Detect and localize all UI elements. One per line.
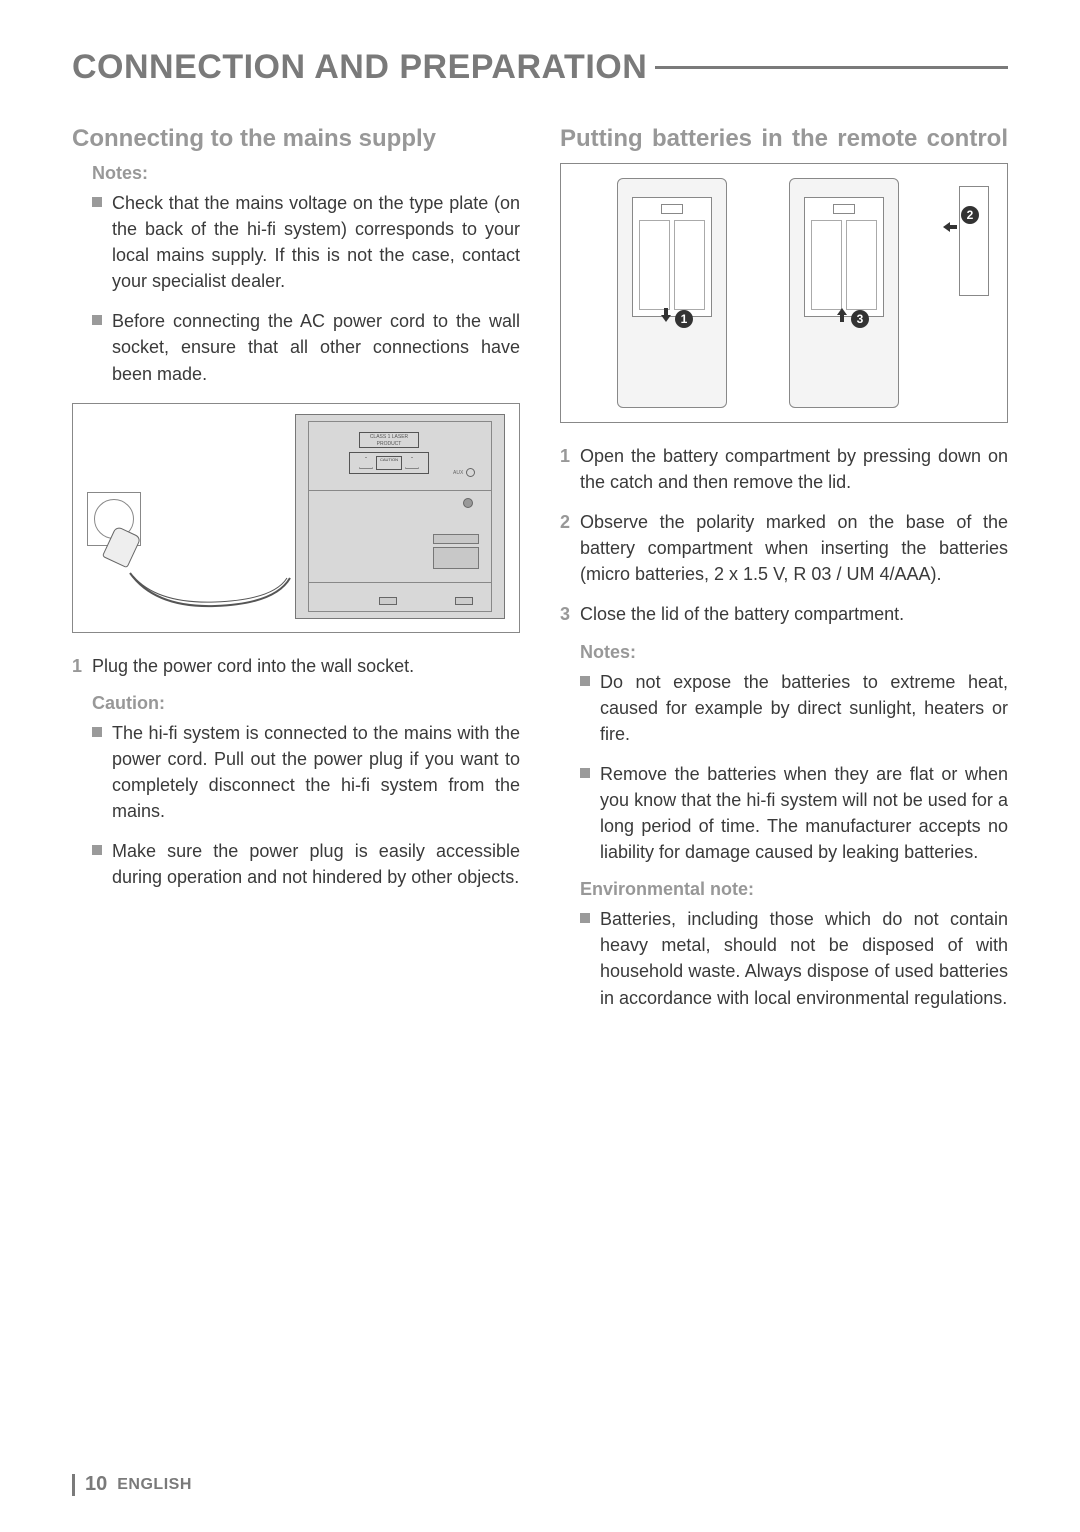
arrow-down-icon [661,308,671,322]
battery-lid-icon [959,186,989,296]
list-item: Make sure the power plug is easily acces… [92,838,520,890]
remote-insert-icon [789,178,899,408]
left-heading: Connecting to the mains supply [72,125,520,153]
list-item: 1 Open the battery compartment by pressin… [560,443,1008,495]
right-notes-list: Do not expose the batteries to extreme h… [580,669,1008,866]
step-text: Observe the polarity marked on the base … [580,512,1008,584]
callout-2: 2 [961,206,979,224]
list-item: The hi-fi system is connected to the mai… [92,720,520,824]
connector-panel-icon [433,534,479,578]
caution-label: Caution: [92,693,520,714]
env-label: Environmental note: [580,879,1008,900]
right-steps: 1 Open the battery compartment by pressin… [560,443,1008,628]
remote-open-icon [617,178,727,408]
step-text: Open the battery compartment by pressing… [580,446,1008,492]
screw-hole-icon [463,498,473,508]
arrow-left-icon [943,222,957,232]
right-column: Putting batteries in the remote control … [560,125,1008,1025]
step-text: Close the lid of the battery compartment… [580,604,904,624]
list-item: Before connecting the AC power cord to t… [92,308,520,386]
list-item: 3 Close the lid of the battery compartmen… [560,601,1008,627]
main-title-text: CONNECTION AND PREPARATION [72,48,647,87]
footer-bar-icon [72,1474,75,1496]
step-number: 1 [72,653,82,679]
left-column: Connecting to the mains supply Notes: Ch… [72,125,520,1025]
list-item: Check that the mains voltage on the type… [92,190,520,294]
env-list: Batteries, including those which do not … [580,906,1008,1010]
columns: Connecting to the mains supply Notes: Ch… [72,125,1008,1025]
callout-3: 3 [851,310,869,328]
figure-power-connection: CLASS 1 LASER PRODUCT CAUTION AUX [72,403,520,633]
list-item: Batteries, including those which do not … [580,906,1008,1010]
list-item: Do not expose the batteries to extreme h… [580,669,1008,747]
aux-jack-icon: AUX [453,468,483,478]
list-item: Remove the batteries when they are flat … [580,761,1008,865]
arrow-up-icon [837,308,847,322]
step-number: 1 [560,443,570,469]
step-number: 3 [560,601,570,627]
left-steps: 1 Plug the power cord into the wall socke… [72,653,520,679]
list-item: 2 Observe the polarity marked on the base… [560,509,1008,587]
caution-label-box: CAUTION [349,452,429,474]
page-footer: 10 ENGLISH [72,1473,192,1496]
list-item: 1 Plug the power cord into the wall socke… [72,653,520,679]
page-number: 10 [85,1473,107,1496]
left-notes-list: Check that the mains voltage on the type… [92,190,520,387]
device-back-icon: CLASS 1 LASER PRODUCT CAUTION AUX [295,414,505,619]
right-notes-label: Notes: [580,642,1008,663]
class1-label: CLASS 1 LASER PRODUCT [359,432,419,448]
title-rule [655,66,1008,69]
step-number: 2 [560,509,570,535]
right-heading: Putting batteries in the remote control [560,125,1008,153]
step-text: Plug the power cord into the wall socket… [92,656,414,676]
page-language: ENGLISH [117,1476,192,1494]
left-notes-label: Notes: [92,163,520,184]
caution-list: The hi-fi system is connected to the mai… [92,720,520,891]
page: CONNECTION AND PREPARATION Connecting to… [0,0,1080,1532]
callout-1: 1 [675,310,693,328]
power-cord-icon [125,568,295,612]
main-title: CONNECTION AND PREPARATION [72,48,1008,87]
small-print [349,476,429,484]
figure-remote-batteries: 1 2 3 [560,163,1008,423]
